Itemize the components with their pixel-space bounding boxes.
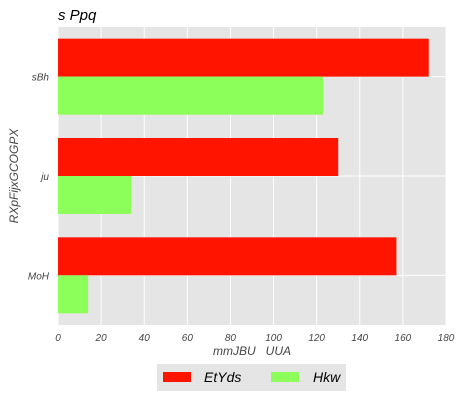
legend-swatch-hkw — [271, 372, 299, 382]
x-tick-label: 80 — [225, 333, 237, 344]
legend-swatch-etyds — [163, 372, 191, 382]
bar-etyds-sbh — [58, 39, 429, 77]
legend-label-hkw: Hkw — [313, 369, 341, 385]
y-tick-label: ju — [39, 172, 49, 183]
bar-hkw-ju — [58, 176, 131, 214]
y-tick-label: MoH — [28, 271, 50, 282]
bar-etyds-ju — [58, 138, 338, 176]
bar-hkw-moh — [58, 275, 88, 313]
x-tick-label: 160 — [395, 333, 412, 344]
x-tick-label: 20 — [95, 333, 108, 344]
x-tick-label: 140 — [351, 333, 368, 344]
chart-title: s Ppq — [58, 7, 97, 24]
x-tick-label: 40 — [139, 333, 151, 344]
y-tick-labels: sBh ju MoH — [28, 73, 50, 283]
x-tick-label: 60 — [182, 333, 194, 344]
y-axis-label: RXpFijxGCOGPX — [7, 128, 21, 224]
legend: EtYds Hkw — [157, 364, 346, 391]
bar-hkw-sbh — [58, 77, 323, 115]
x-tick-label: 180 — [438, 333, 455, 344]
x-axis-label: mmJBU UUA — [213, 344, 291, 358]
legend-label-etyds: EtYds — [204, 369, 241, 385]
x-tick-label: 120 — [308, 333, 325, 344]
bar-etyds-moh — [58, 237, 396, 275]
x-tick-label: 0 — [55, 333, 61, 344]
x-tick-labels: 0 20 40 60 80 100 120 140 160 180 — [55, 333, 455, 344]
x-tick-label: 100 — [265, 333, 282, 344]
y-tick-label: sBh — [32, 73, 50, 84]
